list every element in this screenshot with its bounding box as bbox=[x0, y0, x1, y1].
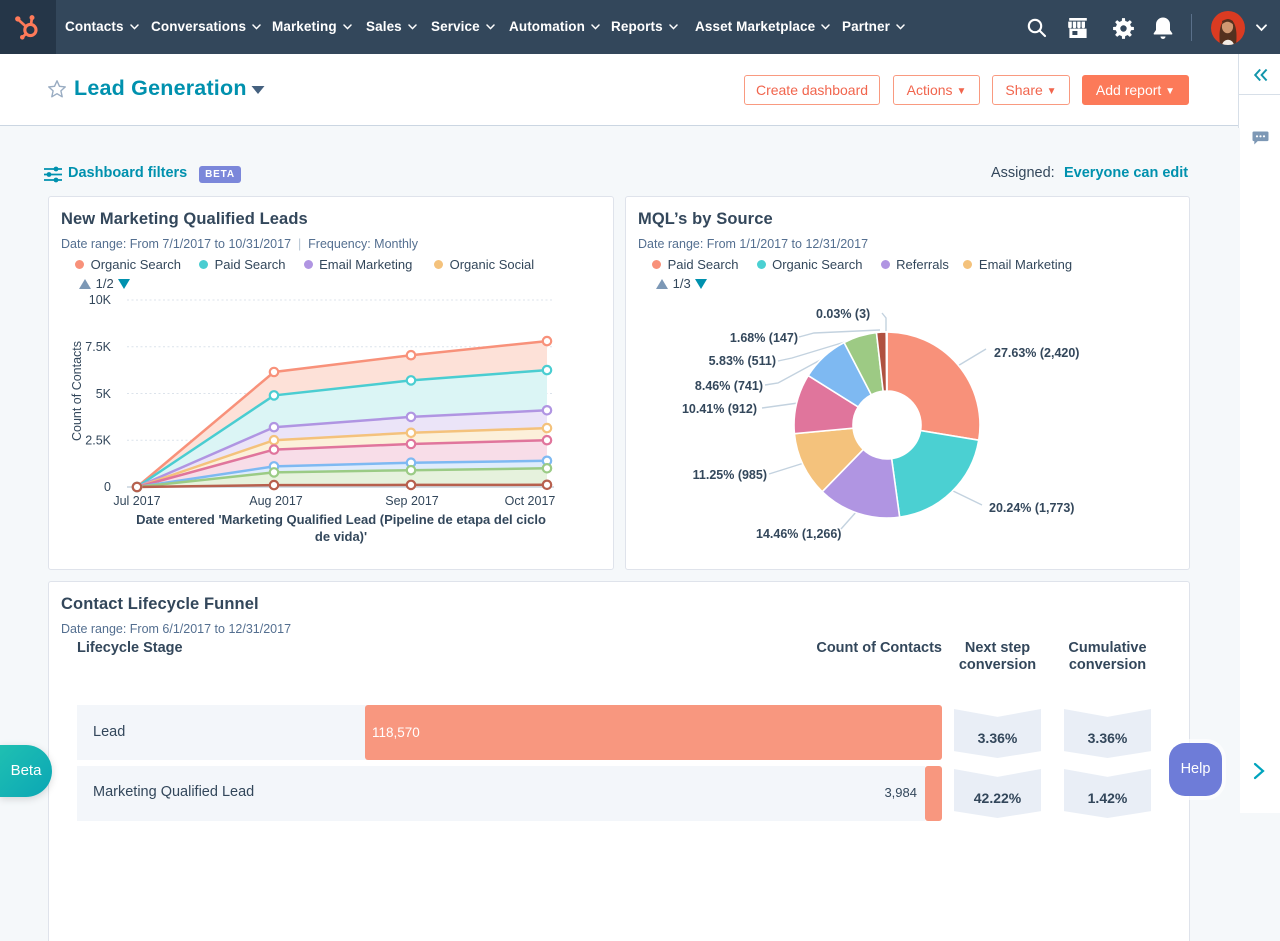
svg-text:1.68% (147): 1.68% (147) bbox=[730, 331, 798, 345]
svg-text:0.03% (3): 0.03% (3) bbox=[816, 307, 870, 321]
svg-text:8.46% (741): 8.46% (741) bbox=[695, 379, 763, 393]
svg-text:20.24% (1,773): 20.24% (1,773) bbox=[989, 501, 1074, 515]
svg-text:Aug 2017: Aug 2017 bbox=[249, 494, 303, 508]
svg-text:10.41% (912): 10.41% (912) bbox=[682, 402, 757, 416]
svg-text:5K: 5K bbox=[96, 387, 112, 401]
svg-text:11.25% (985): 11.25% (985) bbox=[693, 468, 767, 482]
svg-text:0: 0 bbox=[104, 480, 111, 494]
svg-text:7.5K: 7.5K bbox=[85, 340, 111, 354]
svg-text:27.63% (2,420): 27.63% (2,420) bbox=[994, 346, 1079, 360]
svg-text:Count of Contacts: Count of Contacts bbox=[70, 341, 84, 441]
svg-text:Sep 2017: Sep 2017 bbox=[385, 494, 439, 508]
svg-text:10K: 10K bbox=[89, 293, 112, 307]
svg-text:14.46% (1,266): 14.46% (1,266) bbox=[756, 527, 841, 541]
svg-text:de vida)': de vida)' bbox=[315, 529, 367, 544]
svg-text:Date entered 'Marketing Qualif: Date entered 'Marketing Qualified Lead (… bbox=[136, 512, 546, 527]
svg-text:2.5K: 2.5K bbox=[85, 434, 111, 448]
svg-text:Oct 2017: Oct 2017 bbox=[505, 494, 556, 508]
svg-text:5.83% (511): 5.83% (511) bbox=[709, 354, 776, 368]
svg-text:Jul 2017: Jul 2017 bbox=[113, 494, 160, 508]
